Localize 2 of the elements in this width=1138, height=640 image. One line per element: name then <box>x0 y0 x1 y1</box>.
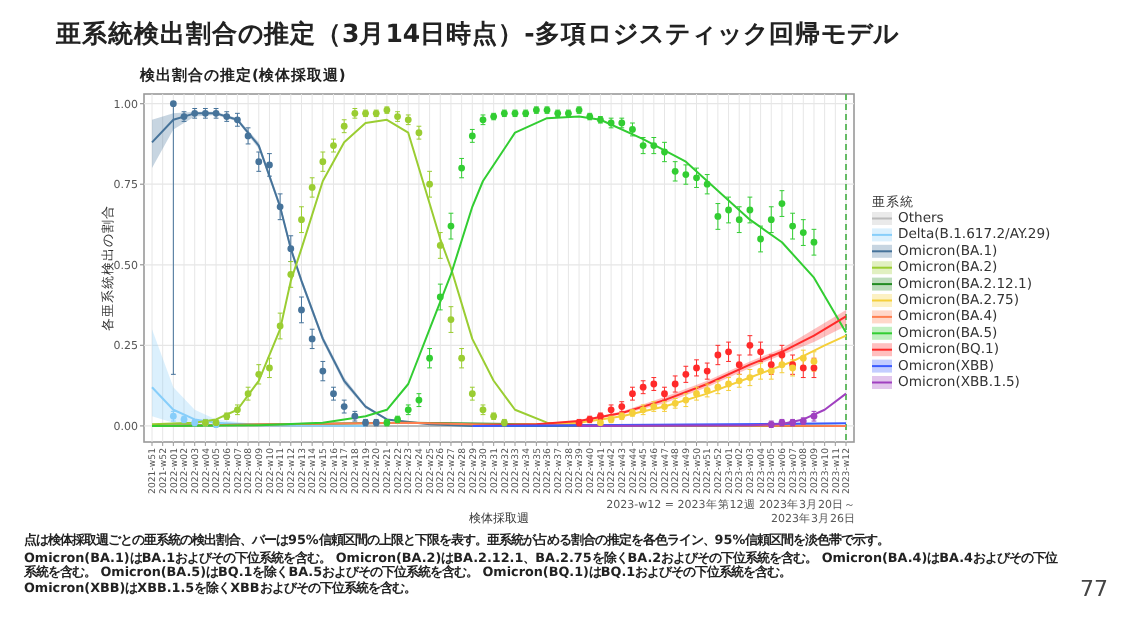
chart-title: 亜系統検出割合の推定（3月14日時点）-多項ロジスティック回帰モデル <box>56 18 899 52</box>
text: 77 <box>1080 576 1108 602</box>
